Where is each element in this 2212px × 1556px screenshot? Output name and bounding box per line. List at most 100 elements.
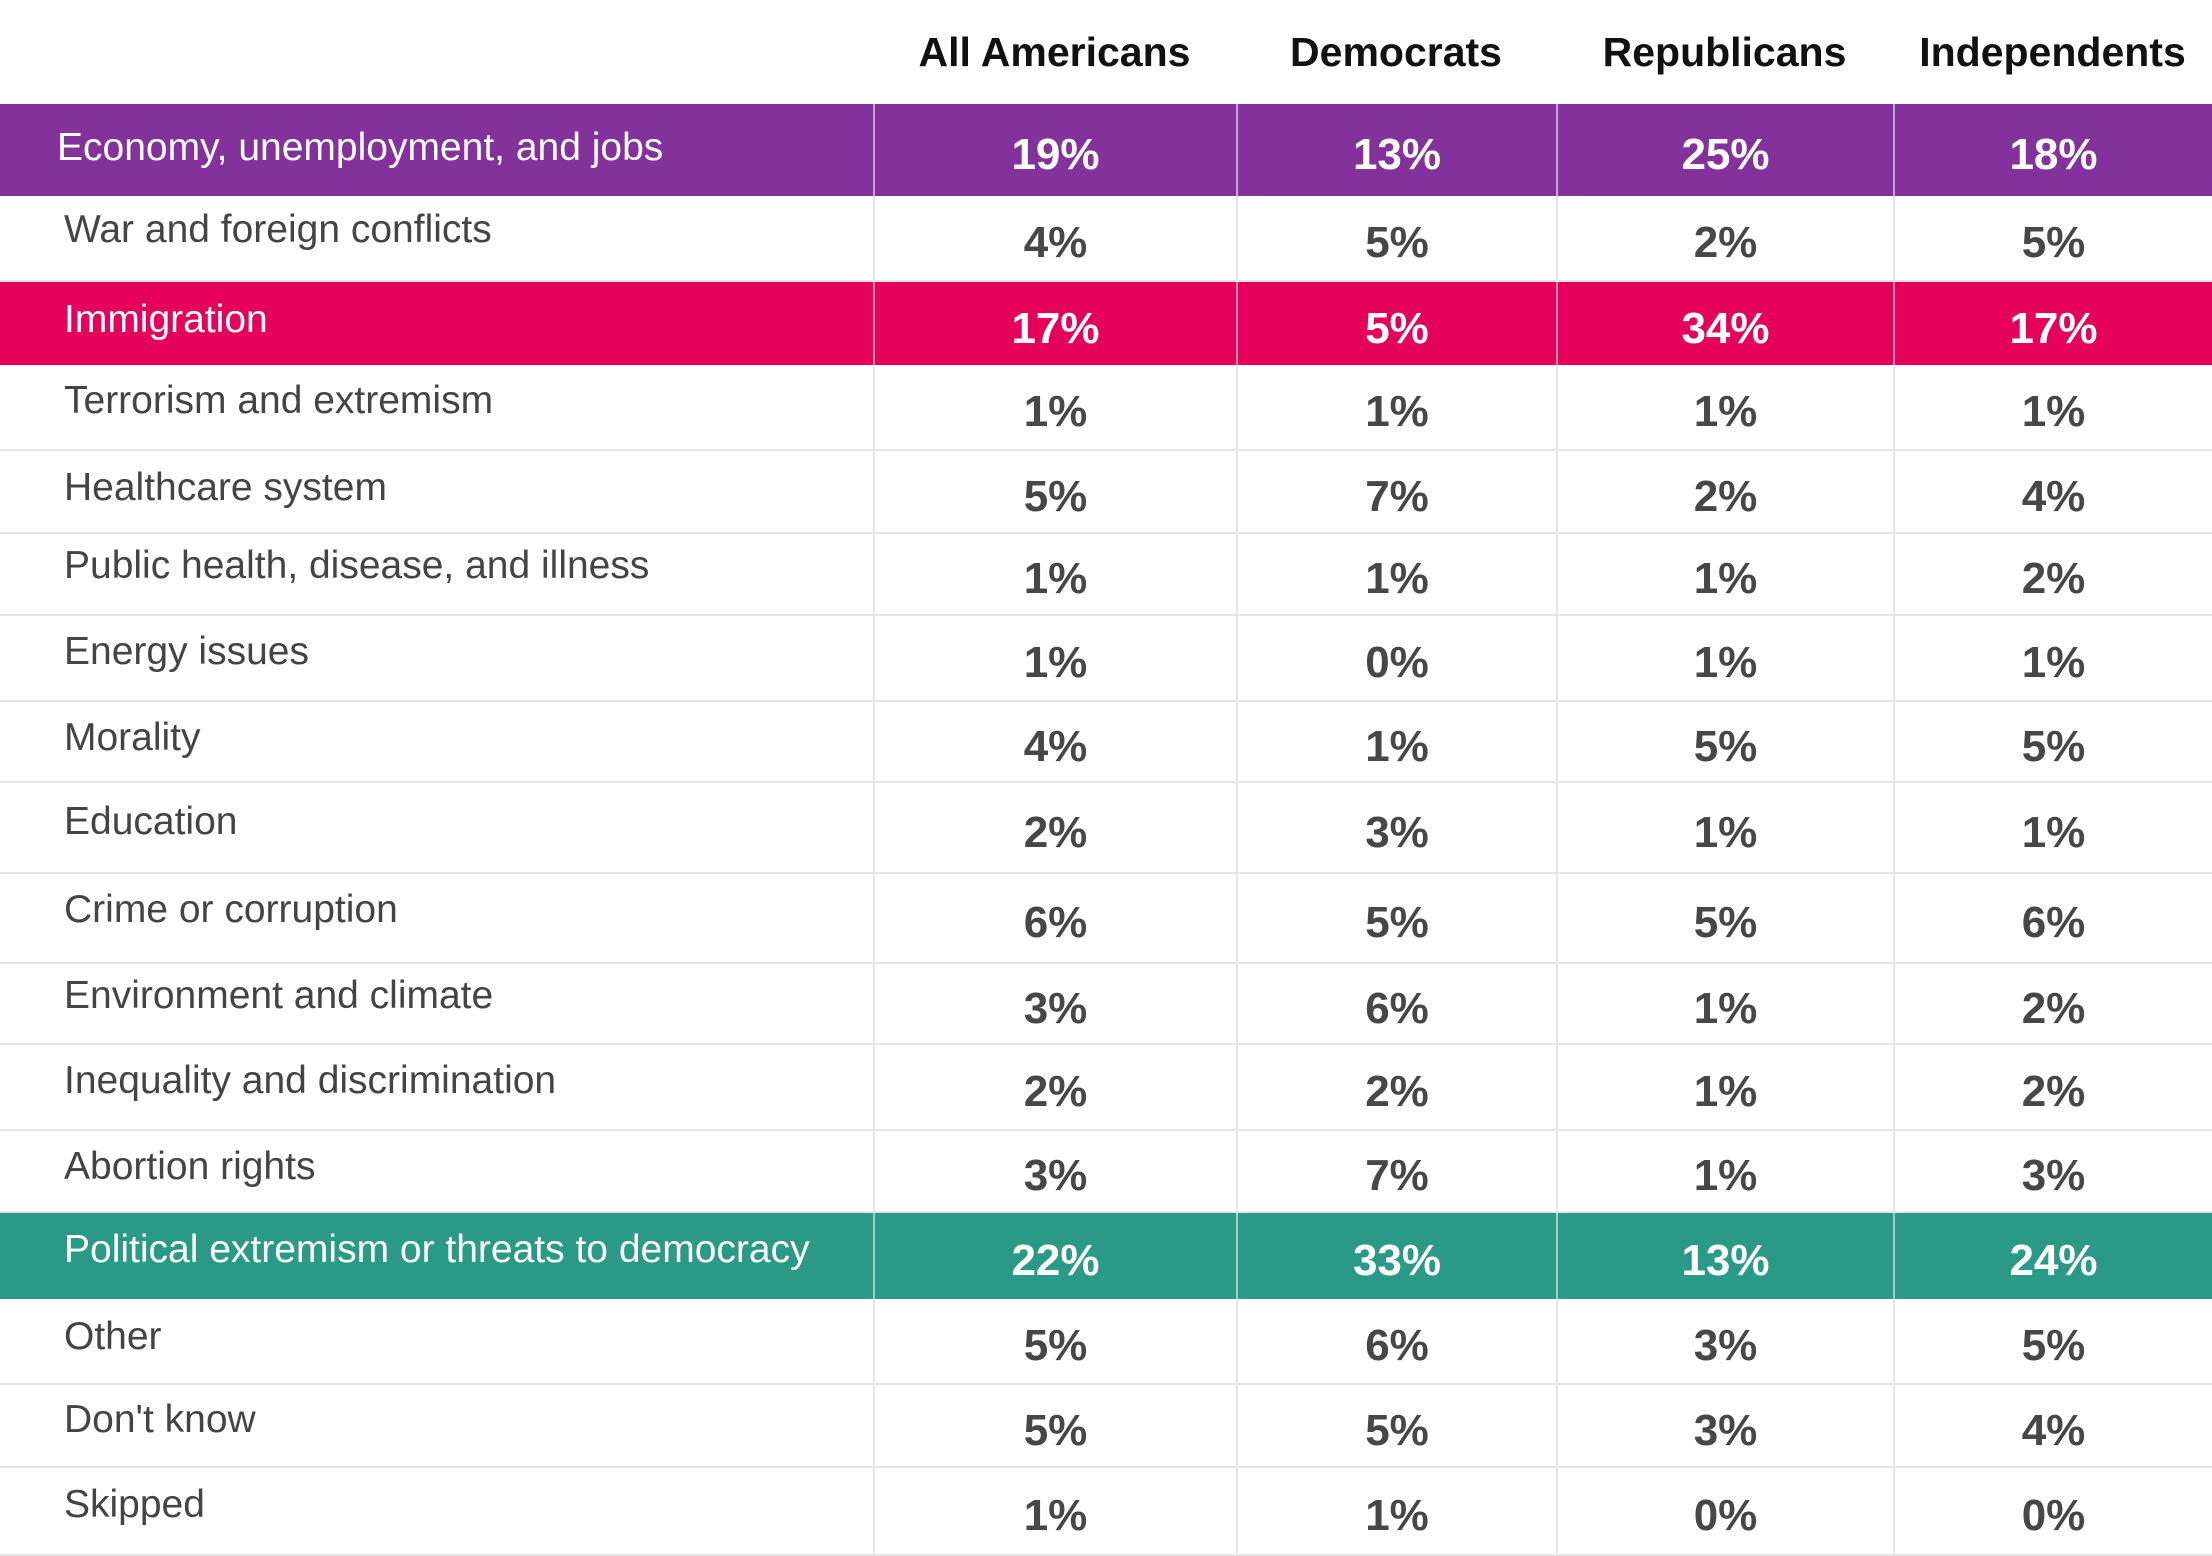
value-cell-democrats: 1% (1236, 702, 1556, 781)
value-cell-all-americans: 4% (873, 702, 1236, 781)
table-row: Inequality and discrimination 2% 2% 1% 2% (0, 1045, 2212, 1131)
value-cell-independents: 0% (1893, 1468, 2212, 1554)
value-cell-all-americans: 3% (873, 964, 1236, 1043)
value-cell-democrats: 13% (1236, 104, 1556, 196)
row-label: Environment and climate (64, 973, 494, 1017)
value-cell-democrats: 33% (1236, 1213, 1556, 1299)
value-cell-independents: 17% (1893, 282, 2212, 365)
table-row: Skipped 1% 1% 0% 0% (0, 1468, 2212, 1556)
row-label: Energy issues (64, 630, 309, 673)
value-cell-all-americans: 3% (873, 1131, 1236, 1211)
value-cell-republicans: 5% (1556, 874, 1893, 962)
value-cell-independents: 5% (1893, 1299, 2212, 1383)
column-header-all-americans: All Americans (918, 29, 1191, 75)
table-row: Education 2% 3% 1% 1% (0, 783, 2212, 874)
value-cell-republicans: 1% (1556, 534, 1893, 614)
value-cell-democrats: 7% (1236, 1131, 1556, 1211)
value-cell-independents: 1% (1893, 783, 2212, 872)
table-row: Morality 4% 1% 5% 5% (0, 702, 2212, 783)
value-cell-democrats: 6% (1236, 964, 1556, 1043)
value-cell-republicans: 1% (1556, 616, 1893, 700)
value-cell-republicans: 25% (1556, 104, 1893, 196)
row-label: Immigration (64, 297, 268, 341)
value-cell-independents: 1% (1893, 365, 2212, 449)
value-cell-democrats: 1% (1236, 365, 1556, 449)
value-cell-democrats: 7% (1236, 451, 1556, 532)
value-cell-independents: 2% (1893, 964, 2212, 1043)
table-row: Economy, unemployment, and jobs 19% 13% 25%… (0, 104, 2212, 196)
column-header-republicans: Republicans (1602, 29, 1847, 75)
row-label: Crime or corruption (64, 888, 398, 931)
value-cell-republicans: 1% (1556, 1131, 1893, 1211)
row-label: Education (64, 799, 238, 843)
table-row: Environment and climate 3% 6% 1% 2% (0, 964, 2212, 1045)
value-cell-independents: 4% (1893, 1385, 2212, 1466)
row-label: Healthcare system (64, 465, 387, 509)
value-cell-democrats: 5% (1236, 874, 1556, 962)
value-cell-democrats: 1% (1236, 1468, 1556, 1554)
value-cell-independents: 2% (1893, 534, 2212, 614)
table-row: Energy issues 1% 0% 1% 1% (0, 616, 2212, 702)
table-row: Crime or corruption 6% 5% 5% 6% (0, 874, 2212, 964)
value-cell-independents: 4% (1893, 451, 2212, 532)
value-cell-republicans: 2% (1556, 196, 1893, 280)
value-cell-all-americans: 1% (873, 1468, 1236, 1554)
value-cell-all-americans: 1% (873, 534, 1236, 614)
row-label: Economy, unemployment, and jobs (57, 126, 664, 169)
table-row: Healthcare system 5% 7% 2% 4% (0, 451, 2212, 534)
value-cell-democrats: 1% (1236, 534, 1556, 614)
value-cell-all-americans: 5% (873, 1299, 1236, 1383)
value-cell-republicans: 1% (1556, 964, 1893, 1043)
value-cell-all-americans: 6% (873, 874, 1236, 962)
value-cell-democrats: 5% (1236, 282, 1556, 365)
row-label: Public health, disease, and illness (64, 544, 650, 587)
value-cell-independents: 5% (1893, 196, 2212, 280)
value-cell-independents: 6% (1893, 874, 2212, 962)
value-cell-all-americans: 1% (873, 616, 1236, 700)
value-cell-republicans: 1% (1556, 365, 1893, 449)
value-cell-independents: 1% (1893, 616, 2212, 700)
row-label: Political extremism or threats to democr… (64, 1228, 810, 1271)
value-cell-all-americans: 4% (873, 196, 1236, 280)
value-cell-republicans: 5% (1556, 702, 1893, 781)
value-cell-all-americans: 2% (873, 783, 1236, 872)
value-cell-all-americans: 2% (873, 1045, 1236, 1129)
row-label: Other (64, 1315, 162, 1358)
table-row: Public health, disease, and illness 1% 1% 1… (0, 534, 2212, 616)
value-cell-republicans: 3% (1556, 1385, 1893, 1466)
table-row: War and foreign conflicts 4% 5% 2% 5% (0, 196, 2212, 282)
row-label: War and foreign conflicts (64, 208, 492, 251)
value-cell-republicans: 2% (1556, 451, 1893, 532)
row-label: Abortion rights (64, 1145, 316, 1188)
row-label: Don't know (64, 1397, 256, 1441)
value-cell-independents: 2% (1893, 1045, 2212, 1129)
value-cell-all-americans: 5% (873, 451, 1236, 532)
table-row: Abortion rights 3% 7% 1% 3% (0, 1131, 2212, 1213)
value-cell-all-americans: 5% (873, 1385, 1236, 1466)
value-cell-republicans: 1% (1556, 783, 1893, 872)
value-cell-democrats: 5% (1236, 196, 1556, 280)
table-row: Don't know 5% 5% 3% 4% (0, 1385, 2212, 1468)
value-cell-all-americans: 17% (873, 282, 1236, 365)
value-cell-all-americans: 22% (873, 1213, 1236, 1299)
row-label: Skipped (64, 1483, 205, 1526)
value-cell-republicans: 34% (1556, 282, 1893, 365)
value-cell-democrats: 6% (1236, 1299, 1556, 1383)
column-header-independents: Independents (1919, 29, 2186, 75)
table-row: Immigration 17% 5% 34% 17% (0, 282, 2212, 365)
value-cell-republicans: 0% (1556, 1468, 1893, 1554)
row-label: Inequality and discrimination (64, 1059, 557, 1102)
value-cell-independents: 18% (1893, 104, 2212, 196)
value-cell-republicans: 3% (1556, 1299, 1893, 1383)
value-cell-independents: 3% (1893, 1131, 2212, 1211)
table-header: All Americans Democrats Republicans Indepen… (0, 0, 2212, 104)
value-cell-all-americans: 19% (873, 104, 1236, 196)
value-cell-republicans: 1% (1556, 1045, 1893, 1129)
value-cell-democrats: 2% (1236, 1045, 1556, 1129)
row-label: Terrorism and extremism (64, 379, 494, 422)
row-label: Morality (64, 715, 201, 759)
value-cell-all-americans: 1% (873, 365, 1236, 449)
value-cell-republicans: 13% (1556, 1213, 1893, 1299)
value-cell-democrats: 0% (1236, 616, 1556, 700)
column-header-democrats: Democrats (1290, 29, 1502, 75)
